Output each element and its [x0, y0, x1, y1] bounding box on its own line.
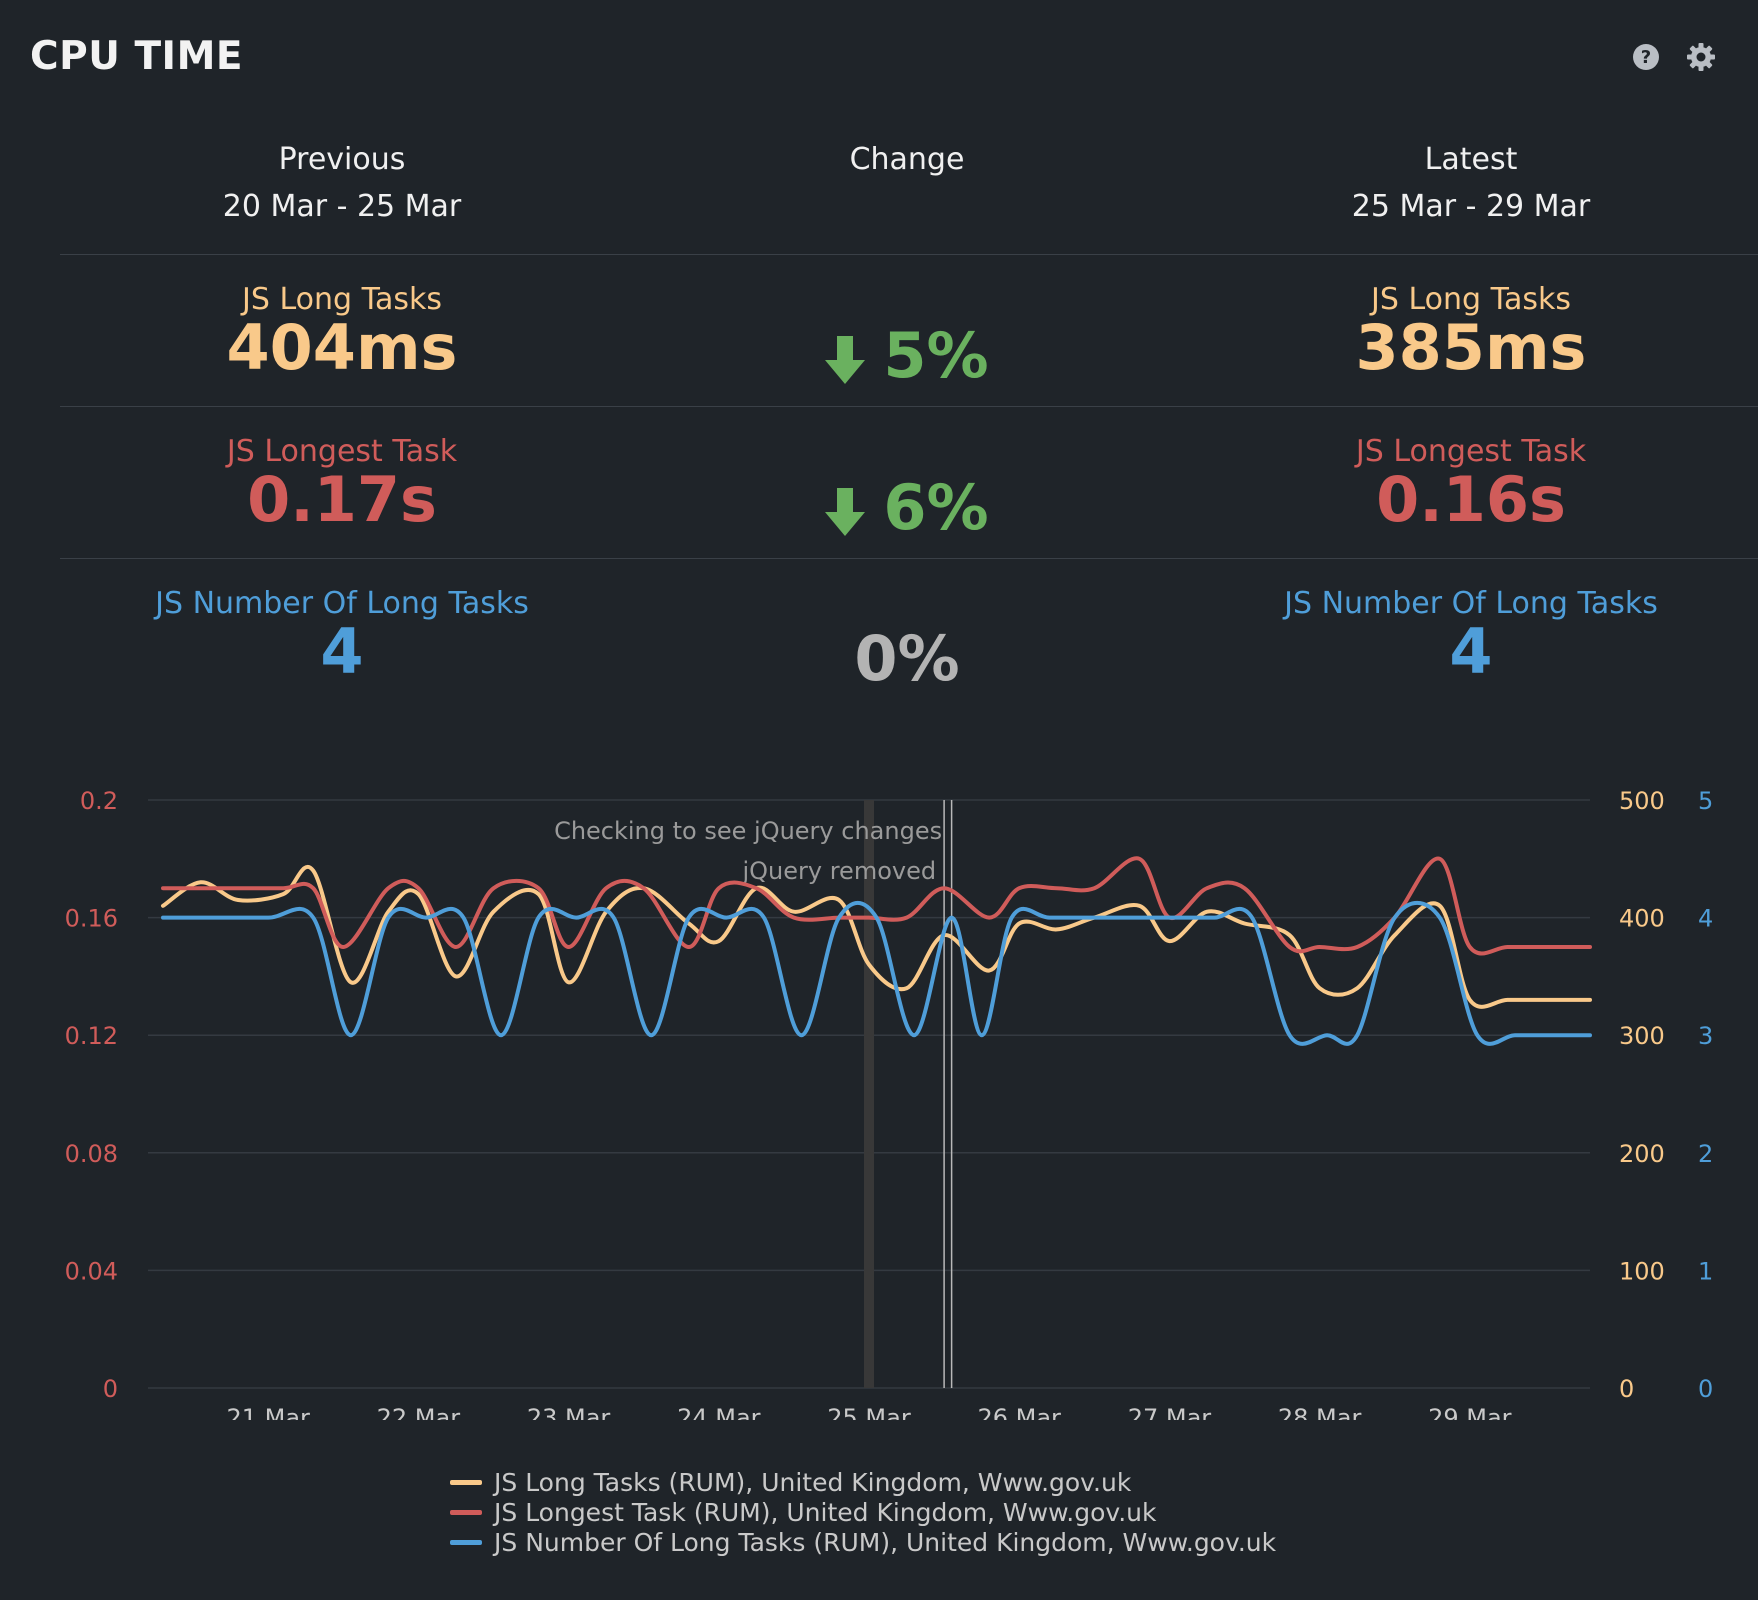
x-tick-label: 29 Mar	[1428, 1404, 1512, 1420]
y-right-tick-label: 300	[1619, 1022, 1665, 1050]
metric-value: 0.16s	[1376, 463, 1566, 536]
help-icon[interactable]: ?	[1631, 42, 1661, 72]
change-value: 6%	[883, 471, 989, 544]
previous-header: Previous 20 Mar - 25 Mar	[42, 142, 642, 224]
divider	[60, 254, 1758, 255]
x-tick-label: 28 Mar	[1278, 1404, 1362, 1420]
x-tick-label: 25 Mar	[827, 1404, 911, 1420]
y-right-tick-label: 200	[1619, 1140, 1665, 1168]
y-right-tick-label: 3	[1698, 1022, 1713, 1050]
previous-range: 20 Mar - 25 Mar	[222, 189, 462, 224]
metric-long-tasks-latest: JS Long Tasks 385ms	[1171, 282, 1758, 379]
metric-label: JS Longest Task	[1355, 434, 1587, 469]
arrow-down-icon	[825, 487, 866, 536]
legend-item[interactable]: JS Number Of Long Tasks (RUM), United Ki…	[450, 1527, 1276, 1557]
widget-title: CPU TIME	[30, 34, 244, 79]
metric-value: 385ms	[1355, 311, 1587, 384]
latest-header: Latest 25 Mar - 29 Mar	[1171, 142, 1758, 224]
metric-number-long-tasks-previous: JS Number Of Long Tasks 4	[42, 586, 642, 683]
metric-label: JS Number Of Long Tasks	[1284, 586, 1658, 621]
y-right-tick-label: 100	[1619, 1257, 1665, 1285]
y-left-tick-label: 0	[103, 1375, 118, 1403]
legend-item[interactable]: JS Longest Task (RUM), United Kingdom, W…	[450, 1497, 1276, 1527]
metric-value: 4	[320, 615, 364, 688]
legend-label: JS Longest Task (RUM), United Kingdom, W…	[494, 1497, 1157, 1527]
legend-item[interactable]: JS Long Tasks (RUM), United Kingdom, Www…	[450, 1467, 1276, 1497]
legend-swatch	[450, 1479, 482, 1485]
latest-range: 25 Mar - 29 Mar	[1351, 189, 1591, 224]
arrow-down-icon	[825, 335, 866, 384]
metric-long-tasks-change: 5%	[607, 325, 1207, 387]
metric-value: 404ms	[226, 311, 458, 384]
y-left-tick-label: 0.12	[65, 1022, 118, 1050]
y-right-tick-label: 5	[1698, 787, 1713, 815]
metric-long-tasks-previous: JS Long Tasks 404ms	[42, 282, 642, 379]
metric-value: 4	[1449, 615, 1493, 688]
x-tick-label: 26 Mar	[977, 1404, 1061, 1420]
y-right-tick-label: 0	[1619, 1375, 1634, 1403]
metric-longest-task-change: 6%	[607, 477, 1207, 539]
cpu-time-chart[interactable]: 0 0 0 0.04 100 1 0.08 200 2 0.12 300 3 0.16 400 4 0.2 50…	[0, 760, 1758, 1420]
annotation-label: Checking to see jQuery changes	[554, 817, 942, 845]
legend-swatch	[450, 1509, 482, 1515]
divider	[60, 558, 1758, 559]
metric-number-long-tasks-change: 0%	[607, 628, 1207, 690]
change-header: Change	[607, 142, 1207, 177]
x-tick-label: 21 Mar	[226, 1404, 310, 1420]
series-line-long-tasks	[161, 865, 1592, 1009]
latest-label: Latest	[1424, 142, 1518, 177]
change-label: Change	[849, 142, 965, 177]
y-right-tick-label: 1	[1698, 1257, 1713, 1285]
metric-label: JS Long Tasks	[242, 282, 442, 317]
y-right-tick-label: 500	[1619, 787, 1665, 815]
metric-longest-task-previous: JS Longest Task 0.17s	[42, 434, 642, 531]
y-left-tick-label: 0.08	[65, 1140, 118, 1168]
legend-label: JS Long Tasks (RUM), United Kingdom, Www…	[494, 1467, 1132, 1497]
x-tick-label: 27 Mar	[1128, 1404, 1212, 1420]
previous-label: Previous	[278, 142, 406, 177]
svg-text:?: ?	[1641, 47, 1651, 68]
metric-label: JS Longest Task	[226, 434, 458, 469]
gear-icon[interactable]	[1686, 42, 1716, 72]
y-left-tick-label: 0.2	[80, 787, 118, 815]
chart-legend: JS Long Tasks (RUM), United Kingdom, Www…	[450, 1467, 1276, 1557]
y-right-tick-label: 2	[1698, 1140, 1713, 1168]
change-value: 0%	[854, 622, 960, 695]
y-right-tick-label: 4	[1698, 905, 1713, 933]
legend-swatch	[450, 1539, 482, 1545]
x-tick-label: 22 Mar	[377, 1404, 461, 1420]
series-line-number-long-tasks	[161, 900, 1592, 1046]
metric-label: JS Long Tasks	[1371, 282, 1571, 317]
marker-band	[864, 800, 874, 1388]
y-left-tick-label: 0.16	[65, 905, 118, 933]
x-tick-label: 24 Mar	[677, 1404, 761, 1420]
x-tick-label: 23 Mar	[527, 1404, 611, 1420]
y-left-tick-label: 0.04	[65, 1257, 118, 1285]
metric-number-long-tasks-latest: JS Number Of Long Tasks 4	[1171, 586, 1758, 683]
change-value: 5%	[883, 319, 989, 392]
metric-label: JS Number Of Long Tasks	[155, 586, 529, 621]
metric-longest-task-latest: JS Longest Task 0.16s	[1171, 434, 1758, 531]
divider	[60, 406, 1758, 407]
metric-value: 0.17s	[247, 463, 437, 536]
series-line-longest-task	[161, 856, 1592, 956]
annotation-label: jQuery removed	[741, 857, 936, 885]
legend-label: JS Number Of Long Tasks (RUM), United Ki…	[494, 1527, 1277, 1557]
y-right-tick-label: 0	[1698, 1375, 1713, 1403]
y-right-tick-label: 400	[1619, 905, 1665, 933]
